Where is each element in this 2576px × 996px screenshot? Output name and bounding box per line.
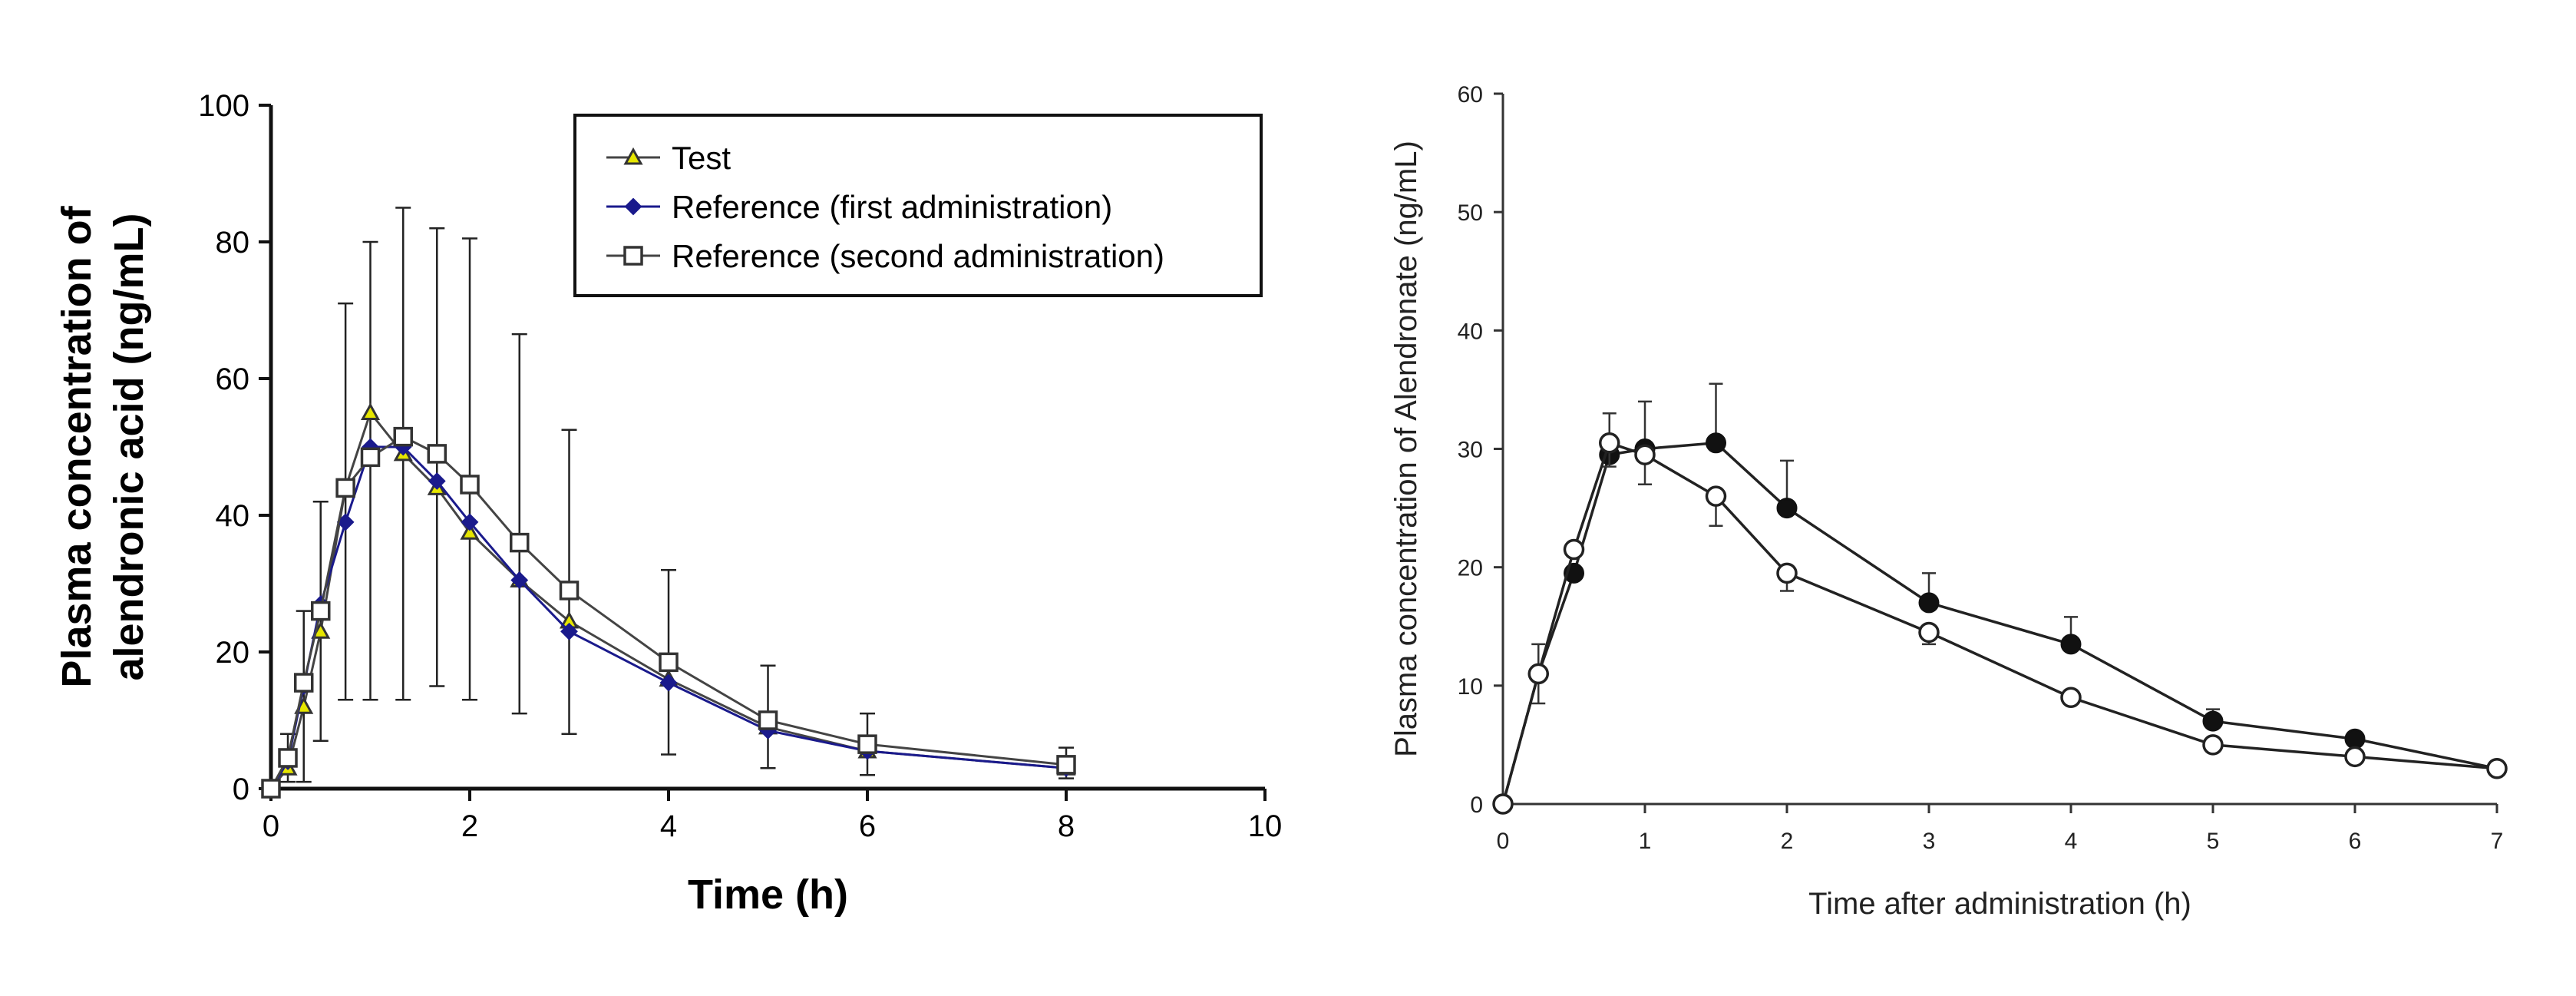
y-tick-label: 60	[1458, 82, 1483, 108]
x-tick-label: 1	[1639, 829, 1652, 854]
x-axis-title: Time (h)	[688, 872, 848, 918]
y-tick-label: 0	[233, 773, 249, 806]
square-marker	[360, 447, 381, 468]
diamond-marker	[461, 513, 479, 531]
series-line	[1501, 441, 2498, 805]
legend-box	[573, 114, 1263, 297]
y-tick-label: 40	[1458, 319, 1483, 344]
square-marker	[427, 444, 447, 464]
x-tick-label: 0	[263, 809, 279, 843]
square-marker	[758, 710, 778, 730]
square-marker	[393, 426, 413, 447]
y-axis-title: Plasma concentration of Alendronate (ng/…	[1389, 141, 1423, 757]
open-circle-marker	[1527, 663, 1549, 685]
diamond-marker	[560, 622, 578, 640]
square-marker	[510, 532, 530, 553]
y-tick-label: 20	[216, 636, 250, 670]
y-axis-title-line: alendronic acid (ng/mL)	[106, 213, 152, 680]
open-circle-marker	[1705, 485, 1727, 507]
x-tick-label: 8	[1058, 809, 1075, 843]
series-line	[1501, 441, 2498, 805]
x-tick-label: 6	[2349, 829, 2362, 854]
y-tick-label: 40	[216, 499, 250, 533]
legend-label: Test	[672, 140, 731, 176]
square-marker	[460, 475, 480, 495]
open-circle-marker	[1776, 562, 1798, 584]
y-tick-label: 20	[1458, 556, 1483, 581]
filled-circle-marker	[1776, 498, 1798, 519]
y-tick-label: 100	[198, 89, 249, 123]
x-tick-label: 3	[1923, 829, 1936, 854]
y-tick-label: 30	[1458, 438, 1483, 463]
open-circle-marker	[1599, 432, 1620, 454]
open-circle-marker	[2202, 734, 2224, 756]
x-axis-title: Time after administration (h)	[1808, 887, 2191, 921]
y-tick-label: 80	[216, 226, 250, 260]
legend-label: Reference (first administration)	[672, 189, 1112, 225]
triangle-marker	[623, 147, 643, 165]
x-tick-label: 7	[2491, 829, 2504, 854]
triangle-marker	[360, 402, 381, 420]
filled-circle-marker	[2344, 728, 2366, 749]
square-marker	[559, 581, 580, 601]
open-circle-marker	[2486, 758, 2508, 779]
x-tick-label: 10	[1248, 809, 1283, 843]
square-marker	[335, 478, 355, 498]
triangle-marker	[460, 522, 480, 540]
x-tick-label: 4	[2065, 829, 2078, 854]
filled-circle-marker	[2202, 710, 2224, 732]
filled-circle-marker	[1706, 432, 1726, 454]
square-marker	[857, 734, 877, 754]
y-tick-label: 10	[1458, 674, 1483, 700]
legend: Test Reference (first administration) Refe…	[573, 114, 1263, 297]
x-tick-label: 5	[2207, 829, 2220, 854]
y-tick-label: 0	[1470, 792, 1483, 818]
y-axis-title: Plasma concentration of alendronic acid (…	[54, 205, 152, 687]
series-2	[261, 426, 1076, 799]
diamond-marker	[428, 472, 446, 490]
open-circle-marker	[2060, 687, 2082, 708]
x-tick-label: 2	[1781, 829, 1794, 854]
diamond-marker	[336, 513, 355, 531]
open-circle-marker	[1563, 538, 1585, 561]
x-tick-label: 2	[461, 809, 478, 843]
x-tick-label: 4	[660, 809, 677, 843]
square-marker	[623, 246, 643, 266]
x-tick-label: 6	[859, 809, 876, 843]
right-chart: 0 1 2 3 4 5 6 7 0 10 20 30 40 50 60 Time after administ…	[1389, 82, 2508, 921]
open-circle-marker	[1634, 444, 1656, 465]
open-circle-marker	[1918, 621, 1940, 644]
square-marker	[261, 779, 281, 799]
series-1	[1492, 432, 2508, 815]
y-tick-label: 60	[216, 362, 250, 396]
square-marker	[1056, 755, 1076, 775]
square-marker	[659, 652, 679, 673]
y-tick-label: 50	[1458, 200, 1483, 226]
open-circle-marker	[1492, 793, 1514, 815]
open-circle-marker	[2344, 746, 2366, 768]
filled-circle-marker	[2060, 634, 2082, 655]
square-marker	[278, 748, 298, 768]
diamond-marker	[659, 673, 678, 692]
y-axis-title-line: Plasma concentration of	[54, 205, 100, 687]
square-marker	[311, 601, 331, 621]
x-tick-label: 0	[1497, 829, 1510, 854]
diamond-marker	[624, 197, 642, 216]
diamond-marker	[510, 571, 529, 589]
legend-label: Reference (second administration)	[672, 238, 1164, 274]
filled-circle-marker	[1918, 592, 1940, 614]
square-marker	[293, 673, 314, 693]
